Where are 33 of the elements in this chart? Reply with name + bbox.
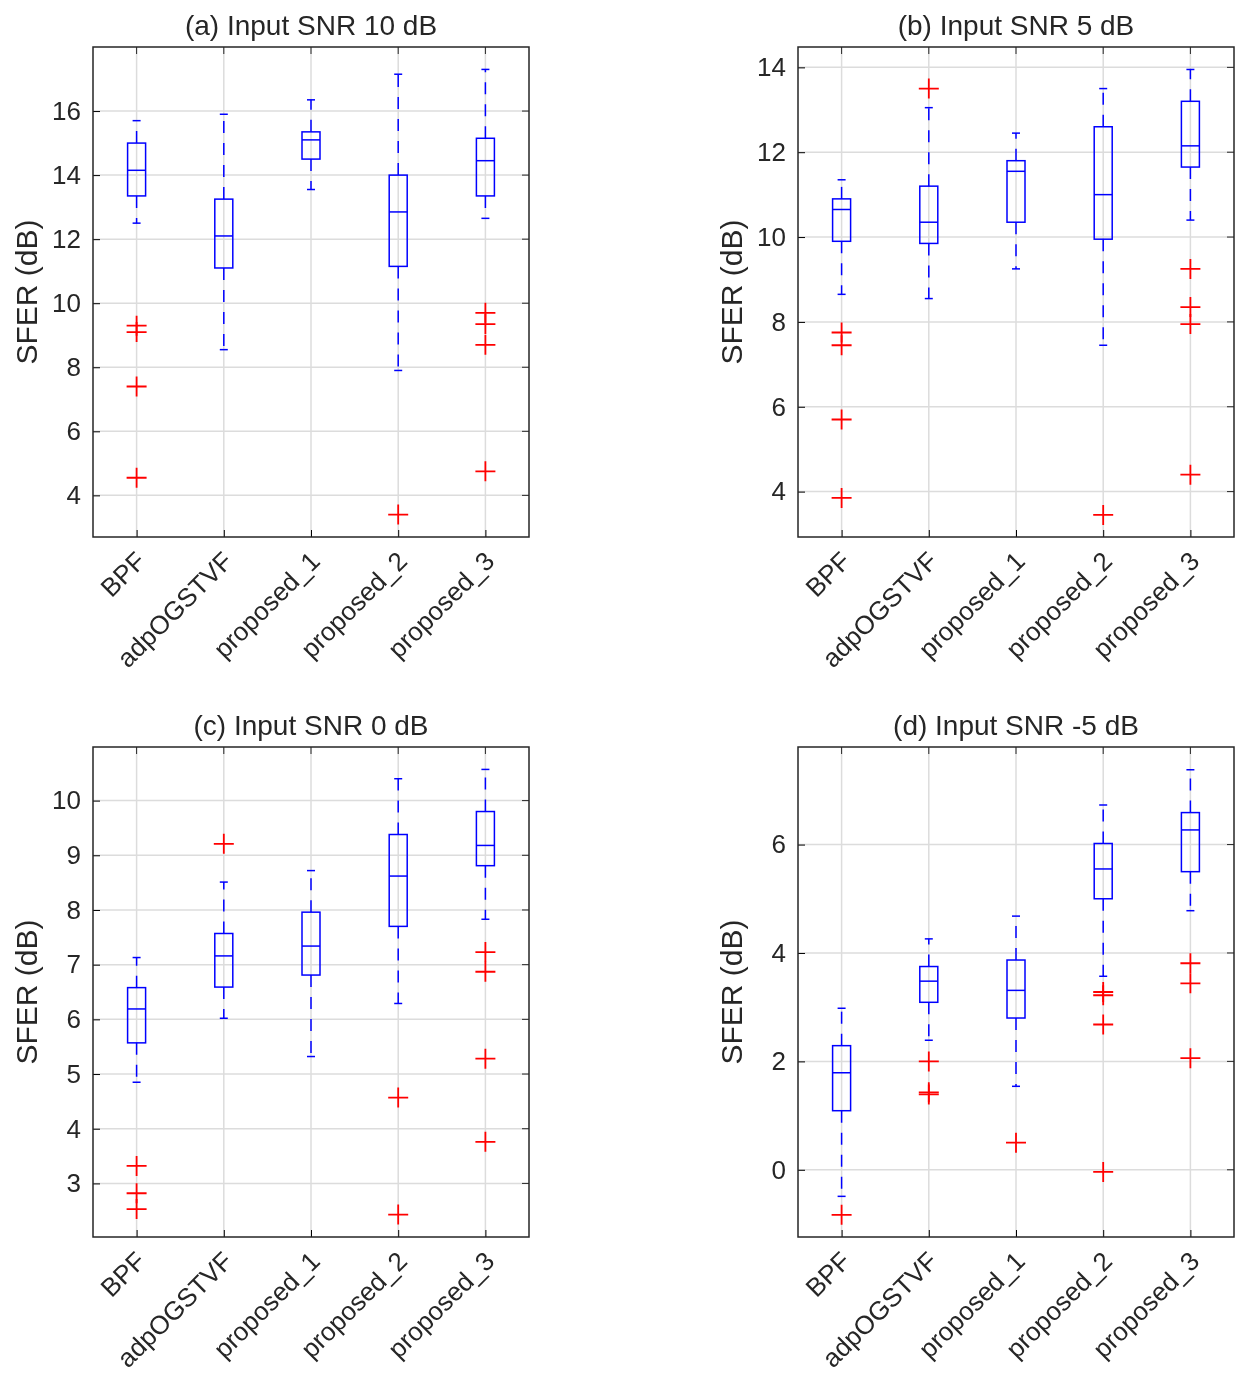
y-tick-label: 10: [757, 221, 786, 252]
y-tick-label: 3: [66, 1168, 81, 1199]
y-tick-label: 8: [66, 352, 81, 383]
y-axis-title: SFER (dB): [715, 919, 748, 1065]
chart-title: (c) Input SNR 0 dB: [193, 710, 429, 741]
y-tick-label: 4: [66, 1113, 81, 1144]
y-tick-label: 2: [771, 1046, 786, 1077]
y-tick-label: 12: [757, 137, 786, 168]
y-tick-label: 4: [771, 937, 786, 968]
y-tick-label: 6: [771, 391, 786, 422]
y-tick-label: 14: [52, 159, 81, 190]
y-tick-label: 6: [771, 829, 786, 860]
y-tick-label: 6: [66, 1004, 81, 1035]
y-tick-label: 9: [66, 840, 81, 871]
chart-title: (d) Input SNR -5 dB: [893, 710, 1139, 741]
y-axis-title: SFER (dB): [715, 219, 748, 365]
y-tick-label: 12: [52, 223, 81, 254]
chart-title: (a) Input SNR 10 dB: [184, 10, 438, 41]
y-tick-label: 10: [52, 288, 81, 319]
y-tick-label: 8: [66, 894, 81, 925]
y-tick-label: 4: [771, 476, 786, 507]
y-axis-title: SFER (dB): [10, 219, 43, 365]
chart-title: (b) Input SNR 5 dB: [897, 10, 1135, 41]
y-tick-label: 5: [66, 1058, 81, 1089]
y-axis-title: SFER (dB): [10, 919, 43, 1065]
y-tick-label: 8: [771, 306, 786, 337]
y-tick-label: 6: [66, 416, 81, 447]
y-tick-label: 4: [66, 480, 81, 511]
y-tick-label: 16: [52, 95, 81, 126]
y-tick-label: 0: [771, 1154, 786, 1185]
y-tick-label: 7: [66, 949, 81, 980]
y-tick-label: 10: [52, 785, 81, 816]
y-tick-label: 14: [757, 52, 786, 83]
